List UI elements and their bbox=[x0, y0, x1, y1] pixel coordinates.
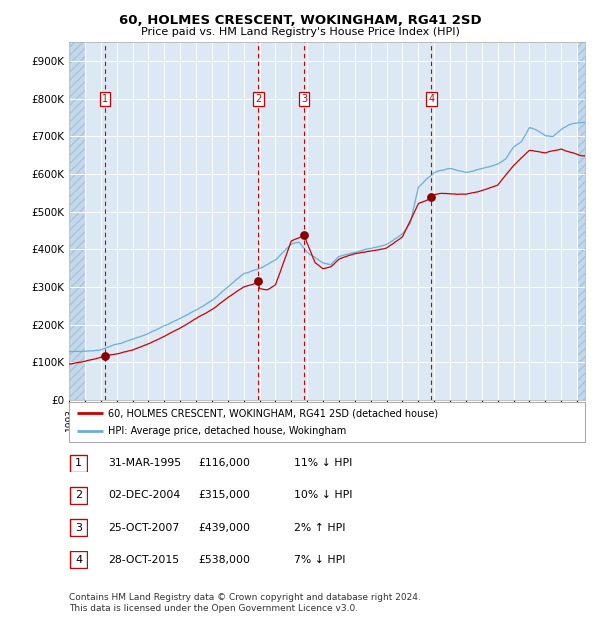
Bar bbox=[577, 42, 585, 400]
Text: 7% ↓ HPI: 7% ↓ HPI bbox=[294, 555, 346, 565]
Text: Contains HM Land Registry data © Crown copyright and database right 2024.
This d: Contains HM Land Registry data © Crown c… bbox=[69, 593, 421, 613]
Text: Price paid vs. HM Land Registry's House Price Index (HPI): Price paid vs. HM Land Registry's House … bbox=[140, 27, 460, 37]
Bar bbox=[69, 42, 85, 400]
Text: 02-DEC-2004: 02-DEC-2004 bbox=[108, 490, 180, 500]
Point bbox=[427, 192, 436, 202]
Text: 2: 2 bbox=[75, 490, 82, 500]
Text: 3: 3 bbox=[301, 94, 307, 104]
Text: £439,000: £439,000 bbox=[198, 523, 250, 533]
Text: 31-MAR-1995: 31-MAR-1995 bbox=[108, 458, 181, 468]
Text: 60, HOLMES CRESCENT, WOKINGHAM, RG41 2SD (detached house): 60, HOLMES CRESCENT, WOKINGHAM, RG41 2SD… bbox=[108, 408, 438, 418]
Text: 1: 1 bbox=[75, 458, 82, 468]
Text: 10% ↓ HPI: 10% ↓ HPI bbox=[294, 490, 353, 500]
Text: HPI: Average price, detached house, Wokingham: HPI: Average price, detached house, Woki… bbox=[108, 426, 346, 436]
Text: 4: 4 bbox=[75, 555, 82, 565]
Point bbox=[100, 352, 110, 361]
Text: 60, HOLMES CRESCENT, WOKINGHAM, RG41 2SD: 60, HOLMES CRESCENT, WOKINGHAM, RG41 2SD bbox=[119, 14, 481, 27]
Text: £315,000: £315,000 bbox=[198, 490, 250, 500]
Point bbox=[299, 229, 309, 239]
Text: 3: 3 bbox=[75, 523, 82, 533]
Text: £538,000: £538,000 bbox=[198, 555, 250, 565]
Text: 25-OCT-2007: 25-OCT-2007 bbox=[108, 523, 179, 533]
Text: 2% ↑ HPI: 2% ↑ HPI bbox=[294, 523, 346, 533]
Text: 11% ↓ HPI: 11% ↓ HPI bbox=[294, 458, 352, 468]
Text: £116,000: £116,000 bbox=[198, 458, 250, 468]
Text: 4: 4 bbox=[428, 94, 434, 104]
Text: 28-OCT-2015: 28-OCT-2015 bbox=[108, 555, 179, 565]
Text: 1: 1 bbox=[101, 94, 108, 104]
Point bbox=[253, 277, 263, 286]
Text: 2: 2 bbox=[255, 94, 262, 104]
